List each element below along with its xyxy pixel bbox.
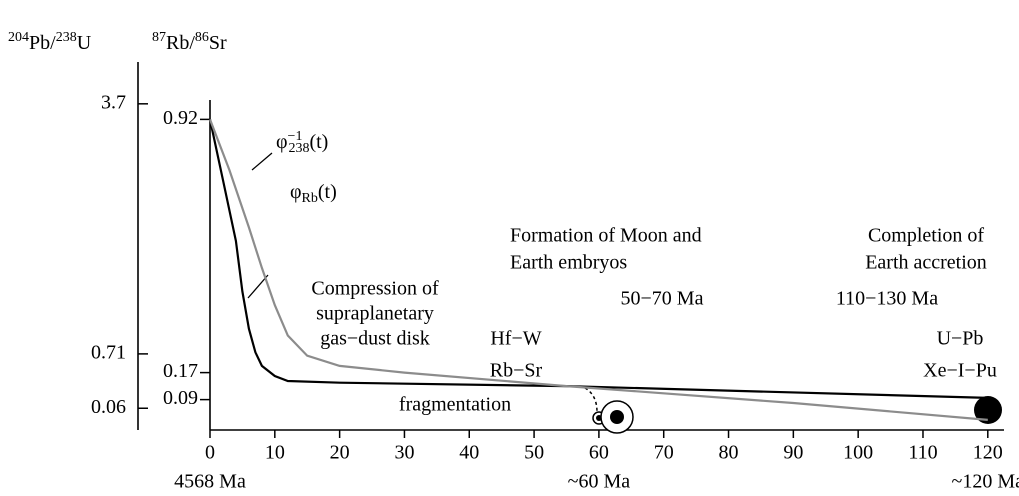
x-tick-label: 20 <box>330 442 350 464</box>
y-tick-label: 0.71 <box>91 341 126 363</box>
x-tick-label: 60 <box>589 442 609 464</box>
label-part: 238 <box>56 30 77 45</box>
annotation: 50−70 Ma <box>621 288 704 310</box>
annotation: Rb−Sr <box>490 360 543 382</box>
annotation: Completion of <box>868 225 984 247</box>
x-tick-label: 70 <box>654 442 674 464</box>
label-part: φ <box>290 181 302 203</box>
label-part: Sr <box>209 32 227 54</box>
label-part: U <box>77 32 92 54</box>
annotation: Earth accretion <box>865 252 987 274</box>
y2-tick-label: 0.92 <box>163 107 198 129</box>
embryo <box>610 410 624 424</box>
label-part: Rb <box>302 191 318 206</box>
x-tick-label: 80 <box>719 442 739 464</box>
label-part: 238 <box>288 141 309 156</box>
rich-label: 204Pb/238U <box>8 30 92 53</box>
x-tick-label: 0 <box>205 442 215 464</box>
label-part: 204 <box>8 30 29 45</box>
leader-line <box>251 152 273 171</box>
label-part: 86 <box>195 30 209 45</box>
annotation: Formation of Moon and <box>510 225 702 247</box>
x-tick-label: 50 <box>524 442 544 464</box>
annotation: fragmentation <box>399 394 511 416</box>
y2-tick-label: 0.17 <box>163 360 198 382</box>
x-tick-label: 30 <box>394 442 414 464</box>
x-tick-label: 10 <box>265 442 285 464</box>
series-line <box>208 119 988 421</box>
x-tick-label: 90 <box>783 442 803 464</box>
series-line <box>208 119 988 399</box>
annotation: gas−dust disk <box>320 328 430 350</box>
x-tick-label: 120 <box>973 442 1003 464</box>
x-tick-label: 100 <box>843 442 873 464</box>
x-tick-label-secondary: 4568 Ma <box>174 471 246 493</box>
label-part: (t) <box>318 181 337 203</box>
y2-tick-label: 0.09 <box>163 387 198 409</box>
annotation: Hf−W <box>490 328 541 350</box>
x-tick-label-secondary: ~60 Ma <box>568 471 631 493</box>
label-part: Rb/ <box>166 32 195 54</box>
x-tick-label: 40 <box>459 442 479 464</box>
annotation: Earth embryos <box>510 252 627 274</box>
y-tick-label: 3.7 <box>101 91 126 113</box>
rich-label: 87Rb/86Sr <box>152 30 227 53</box>
y-tick-label: 0.06 <box>91 396 126 418</box>
annotation: U−Pb <box>937 328 984 350</box>
rich-label: φ−1 238(t) <box>276 129 328 156</box>
label-part: −1 <box>288 129 303 144</box>
x-tick-label-secondary: ~120 Ma <box>952 471 1019 493</box>
label-part: φ <box>276 131 288 153</box>
annotation: Compression of <box>311 278 439 300</box>
annotation: supraplanetary <box>316 303 434 325</box>
label-part: (t) <box>309 131 328 153</box>
fragmentation-path <box>584 387 598 413</box>
annotation: 110−130 Ma <box>836 288 938 310</box>
earth <box>974 396 1002 424</box>
x-tick-label: 110 <box>908 442 937 464</box>
label-part: Pb/ <box>29 32 56 54</box>
annotation: Xe−I−Pu <box>923 360 997 382</box>
rich-label: φRb(t) <box>290 181 337 207</box>
label-part: 87 <box>152 30 166 45</box>
